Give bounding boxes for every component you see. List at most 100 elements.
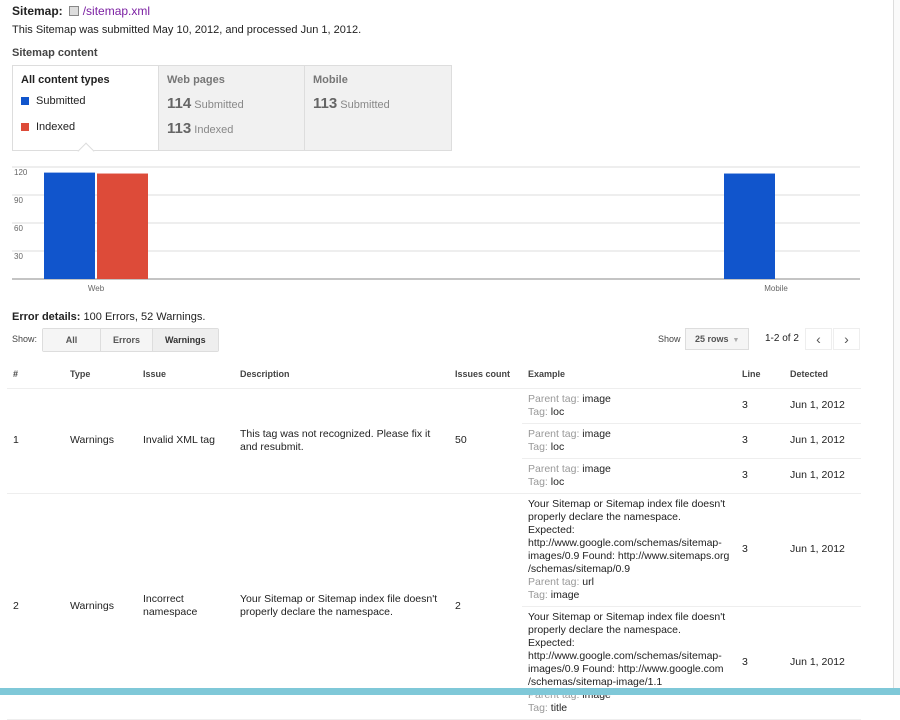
table-header-row: # Type Issue Description Issues count Example… — [7, 360, 861, 389]
column-header: # — [7, 360, 64, 389]
web-submitted-stat: 114 Submitted — [167, 95, 296, 112]
line-number: 3 — [736, 493, 784, 607]
y-tick-label: 90 — [14, 196, 23, 205]
example-cell: Parent tag: image Tag: loc — [522, 423, 736, 459]
tag-value: loc — [550, 405, 565, 418]
tag-value: title — [550, 701, 568, 714]
parent-tag-value: url — [582, 575, 594, 588]
sitemap-label: Sitemap: — [12, 4, 63, 18]
legend-indexed: Indexed — [21, 121, 150, 133]
legend-label: Indexed — [36, 121, 76, 133]
parent-tag: Parent tag: image — [528, 463, 730, 476]
indexed-swatch-icon — [21, 123, 29, 131]
tag-label: Tag: — [528, 588, 548, 601]
content-type-tabs: All content types Submitted Indexed Web … — [12, 65, 452, 151]
example-cell: Parent tag: image Tag: loc — [522, 458, 736, 494]
issue-name: Invalid XML tag — [137, 388, 234, 494]
stat-label: Submitted — [340, 99, 390, 111]
line-number: 3 — [736, 606, 784, 720]
sitemap-info: This Sitemap was submitted May 10, 2012,… — [12, 24, 362, 36]
rows-value: 25 rows — [695, 334, 729, 344]
submitted-swatch-icon — [21, 97, 29, 105]
parent-tag-label: Parent tag: — [528, 392, 580, 405]
issue-description: Your Sitemap or Sitemap index file doesn… — [234, 493, 449, 720]
row-number: 2 — [7, 493, 64, 720]
web-indexed-stat: 113 Indexed — [167, 120, 296, 137]
rows-per-page-select[interactable]: 25 rows ▼ — [685, 328, 749, 350]
issue-type: Warnings — [64, 388, 137, 494]
issue-description: This tag was not recognized. Please fix … — [234, 388, 449, 494]
tag-label: Tag: — [528, 475, 548, 488]
tag-label: Tag: — [528, 701, 548, 714]
tag: Tag: loc — [528, 406, 730, 419]
detected-date: Jun 1, 2012 — [784, 493, 861, 607]
sitemap-chart: 30 60 90 120 Web Mobile — [12, 166, 860, 293]
tab-mobile[interactable]: Mobile 113 Submitted — [305, 66, 451, 150]
issues-count: 2 — [449, 493, 522, 720]
issue-name: Incorrect namespace — [137, 493, 234, 720]
tab-all-content-types[interactable]: All content types Submitted Indexed — [13, 66, 159, 150]
filter-errors-button[interactable]: Errors — [101, 329, 154, 351]
parent-tag-label: Parent tag: — [528, 575, 580, 588]
column-header: Issue — [137, 360, 234, 389]
sitemap-title: Sitemap: /sitemap.xml — [12, 4, 150, 18]
tag-label: Tag: — [528, 440, 548, 453]
bar-indexed-web — [97, 173, 148, 279]
legend-submitted: Submitted — [21, 95, 150, 107]
show-filter-label: Show: — [12, 334, 38, 344]
example-text: Your Sitemap or Sitemap index file doesn… — [528, 497, 730, 575]
example-cell: Parent tag: image Tag: loc — [522, 388, 736, 424]
bar-submitted-mobile — [724, 173, 775, 279]
x-tick-label: Web — [88, 284, 105, 293]
chevron-right-icon: › — [844, 331, 849, 347]
parent-tag: Parent tag: image — [528, 393, 730, 406]
issue-type: Warnings — [64, 493, 137, 720]
y-tick-label: 120 — [14, 168, 28, 177]
prev-page-button[interactable]: ‹ — [805, 328, 832, 350]
sitemap-link[interactable]: /sitemap.xml — [82, 4, 151, 18]
example-cell: Your Sitemap or Sitemap index file doesn… — [522, 606, 736, 720]
filter-segmented-control: All Errors Warnings — [42, 328, 219, 352]
detected-date: Jun 1, 2012 — [784, 458, 861, 494]
legend-label: Submitted — [36, 95, 86, 107]
row-number: 1 — [7, 388, 64, 494]
error-details-label: Error details: — [12, 311, 81, 323]
column-header: Description — [234, 360, 449, 389]
tag-value: loc — [550, 440, 565, 453]
table-row: Parent tag: image Tag: loc 3 Jun 1, 2012 — [7, 458, 861, 494]
parent-tag-value: image — [582, 427, 611, 440]
tag-value: image — [550, 588, 580, 601]
external-link-icon[interactable] — [68, 6, 79, 16]
tab-label: Web pages — [167, 74, 225, 86]
chevron-left-icon: ‹ — [816, 331, 821, 347]
line-number: 3 — [736, 388, 784, 424]
parent-tag-value: image — [582, 462, 611, 475]
tag: Tag: loc — [528, 441, 730, 454]
scrollbar[interactable] — [893, 0, 900, 688]
tab-label: Mobile — [313, 74, 348, 86]
tag: Tag: loc — [528, 476, 730, 489]
x-tick-label: Mobile — [764, 284, 788, 293]
example-cell: Your Sitemap or Sitemap index file doesn… — [522, 493, 736, 607]
bar-submitted-web — [44, 172, 95, 279]
filter-warnings-button[interactable]: Warnings — [153, 329, 218, 351]
parent-tag-value: image — [582, 392, 611, 405]
tab-web-pages[interactable]: Web pages 114 Submitted 113 Indexed — [159, 66, 305, 150]
column-header: Issues count — [449, 360, 522, 389]
next-page-button[interactable]: › — [833, 328, 860, 350]
error-details: Error details: 100 Errors, 52 Warnings. — [12, 311, 205, 323]
table-row: Parent tag: image Tag: loc 3 Jun 1, 2012 — [7, 423, 861, 459]
detected-date: Jun 1, 2012 — [784, 423, 861, 459]
stat-value: 113 — [313, 95, 338, 112]
sitemap-content-heading: Sitemap content — [12, 47, 98, 59]
column-header: Line — [736, 360, 784, 389]
desktop-background — [0, 688, 900, 695]
y-tick-label: 60 — [14, 224, 23, 233]
parent-tag-label: Parent tag: — [528, 462, 580, 475]
line-number: 3 — [736, 458, 784, 494]
issues-table: # Type Issue Description Issues count Example… — [7, 360, 861, 720]
detected-date: Jun 1, 2012 — [784, 606, 861, 720]
filter-all-button[interactable]: All — [43, 329, 101, 351]
stat-value: 114 — [167, 95, 192, 112]
table-row: 2 Warnings Incorrect namespace Your Sitemap… — [7, 493, 861, 720]
